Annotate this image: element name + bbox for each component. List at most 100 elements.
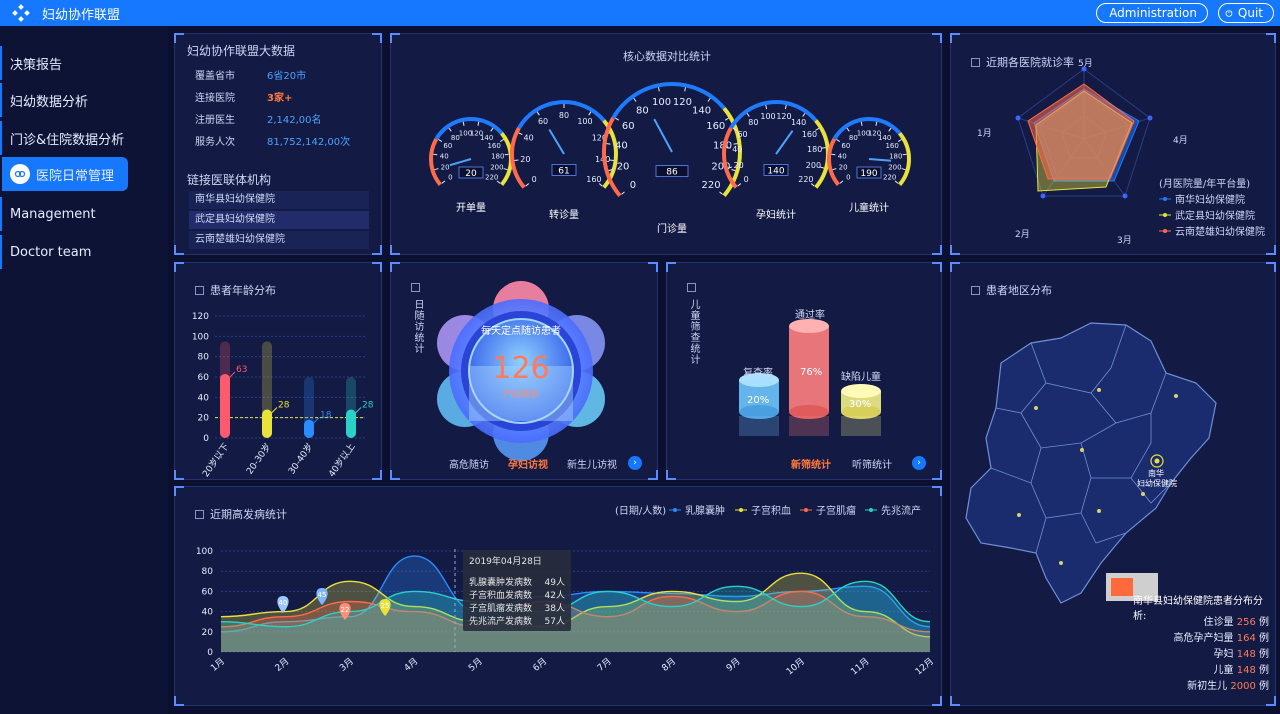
region-panel: 患者地区分布 南华 妇幼保健院 南华县妇幼保健院患者分布分析: 住诊量 256 … xyxy=(950,262,1276,706)
age-bar xyxy=(304,419,314,438)
institution-item[interactable]: 武定县妇幼保健院 xyxy=(189,211,369,229)
gauge-tick xyxy=(609,159,614,162)
sidebar-item-maternal-analysis[interactable]: 妇幼数据分析 xyxy=(0,83,160,117)
gauge-name: 转诊量 xyxy=(549,208,579,221)
gauge-tick-label: 140 xyxy=(480,134,493,142)
disease-xtick: 8月 xyxy=(660,656,678,674)
disease-legend-item[interactable]: 子宫肌瘤 xyxy=(800,502,856,517)
followup-tab[interactable]: 新生儿访视 xyxy=(567,460,617,471)
checkbox[interactable] xyxy=(971,57,980,67)
gauge-tick-label: 40 xyxy=(732,145,742,154)
sidebar-item-doctor-team[interactable]: Doctor team xyxy=(0,235,160,269)
region-analysis-title: 南华县妇幼保健院患者分布分析: xyxy=(1133,596,1263,622)
gauge-tick-label: 200 xyxy=(490,164,503,172)
screening-tab[interactable]: 听筛统计 xyxy=(852,460,892,471)
stat-value: 3家+ xyxy=(267,93,293,104)
disease-title-text: 近期高发病统计 xyxy=(210,508,287,521)
age-value-label: 63 xyxy=(236,365,247,375)
gauge-tick-label: 0 xyxy=(532,175,537,184)
gauge-tick-label: 120 xyxy=(868,130,881,138)
bigdata-panel: 妇幼协作联盟大数据 覆盖省市 6省20市 连接医院 3家+ 注册医生 2,142,00… xyxy=(174,33,382,255)
gauge-arc xyxy=(832,117,902,141)
screening-tab[interactable]: 新筛统计 xyxy=(791,460,831,471)
gauge-tick xyxy=(836,139,841,142)
disease-legend-item[interactable]: 子宫积血 xyxy=(735,502,791,517)
gauge-tick-label: 140 xyxy=(878,134,891,142)
administration-label: Administration xyxy=(1109,6,1197,20)
gauge-tick-label: 220 xyxy=(485,173,498,181)
administration-button[interactable]: Administration xyxy=(1096,3,1208,23)
sidebar-item-outpatient-analysis[interactable]: 门诊&住院数据分析 xyxy=(0,121,160,155)
sidebar-item-management[interactable]: Management xyxy=(0,197,160,231)
quit-button[interactable]: Quit xyxy=(1218,3,1274,23)
gauge-tick-label: 20 xyxy=(733,161,743,170)
gauge-tick xyxy=(434,168,439,171)
checkbox[interactable] xyxy=(687,283,696,292)
gauge-tick-label: 0 xyxy=(630,180,636,191)
gauge-tick-label: 20 xyxy=(839,164,848,172)
radar-legend-item[interactable]: 南华妇幼保健院 xyxy=(1159,191,1245,206)
disease-legend-item[interactable]: 先兆流产 xyxy=(865,502,921,517)
gauge-tick xyxy=(831,153,836,156)
gauge-tick xyxy=(525,183,530,187)
screening-item-label: 缺陷儿童 xyxy=(841,372,881,383)
bigdata-title: 妇幼协作联盟大数据 xyxy=(187,44,296,58)
gauge-arc xyxy=(517,100,606,130)
followup-tab[interactable]: 高危随访 xyxy=(449,460,489,471)
disease-xtick: 5月 xyxy=(466,656,484,674)
legend-label: 子宫积血 xyxy=(751,506,791,517)
age-xtick: 40岁以上 xyxy=(326,441,358,479)
disease-xtick: 6月 xyxy=(531,656,549,674)
disease-pin-label: 22 xyxy=(341,606,350,614)
institution-item[interactable]: 云南楚雄妇幼保健院 xyxy=(189,231,369,249)
age-ytick: 120 xyxy=(192,312,209,322)
region-stat-unit: 例 xyxy=(1255,649,1269,660)
disease-xtick: 10月 xyxy=(784,656,807,678)
followup-center-sub: 产后随访 xyxy=(502,390,539,400)
gauge-tick xyxy=(902,153,907,156)
institution-item[interactable]: 南华县妇幼保健院 xyxy=(189,191,369,209)
gauge-tick-label: 120 xyxy=(470,130,483,138)
tooltip-row-value: 42人 xyxy=(544,591,565,601)
disease-line xyxy=(220,572,931,638)
disease-area xyxy=(221,581,930,652)
legend-label: 子宫肌瘤 xyxy=(816,506,856,517)
checkbox[interactable] xyxy=(411,283,420,292)
arrow-right-icon[interactable]: › xyxy=(628,456,642,470)
checkbox[interactable] xyxy=(195,509,204,519)
power-icon xyxy=(1103,12,1105,14)
checkbox[interactable] xyxy=(195,285,204,295)
age-ytick: 100 xyxy=(192,332,209,342)
gauge-tick xyxy=(802,112,806,117)
followup-center-value: 126 xyxy=(492,351,550,386)
disease-legend-unit: (日期/人数) xyxy=(615,506,667,517)
followup-tab[interactable]: 孕妇访视 xyxy=(508,460,548,471)
legend-label: 先兆流产 xyxy=(881,506,921,517)
institutions-title: 链接医联体机构 xyxy=(187,173,272,187)
disease-area xyxy=(221,591,930,652)
screening-chart xyxy=(739,319,881,436)
map-label: 南华 xyxy=(1148,469,1164,478)
checkbox[interactable] xyxy=(971,285,980,295)
sidebar-item-hospital-management[interactable]: 医院日常管理 xyxy=(2,157,128,191)
sidebar-item-decision-report[interactable]: 决策报告 xyxy=(0,46,160,80)
stat-key: 覆盖省市 xyxy=(195,71,235,82)
gauge-arc xyxy=(602,117,622,197)
radar-legend-item[interactable]: 云南楚雄妇幼保健院 xyxy=(1159,223,1265,238)
gauge-tick xyxy=(433,153,438,156)
gauge-tick xyxy=(504,153,509,156)
region-stat-key: 高危孕产妇量 xyxy=(1173,633,1237,644)
disease-pin-label: 45 xyxy=(318,591,327,599)
radar-legend-item[interactable]: 武定县妇幼保健院 xyxy=(1159,207,1255,222)
sidebar-item-label: 门诊&住院数据分析 xyxy=(10,132,125,148)
radar-axis-label: 3月 xyxy=(1117,236,1132,246)
disease-legend-item[interactable]: 乳腺囊肿 xyxy=(669,502,725,517)
app-title: 妇幼协作联盟 xyxy=(42,7,121,23)
disease-ytick: 0 xyxy=(207,648,213,658)
screening-item-value: 30% xyxy=(849,399,872,410)
gauge-tick-label: 60 xyxy=(443,142,452,150)
gauge-value: 190 xyxy=(860,169,877,179)
disease-chart: 0 20 40 60 80 100 1月 2月 3月 4月 5月 6月 7月 8月 9月 10月 11月 12月 4… xyxy=(196,547,936,678)
arrow-right-icon[interactable]: › xyxy=(912,456,926,470)
